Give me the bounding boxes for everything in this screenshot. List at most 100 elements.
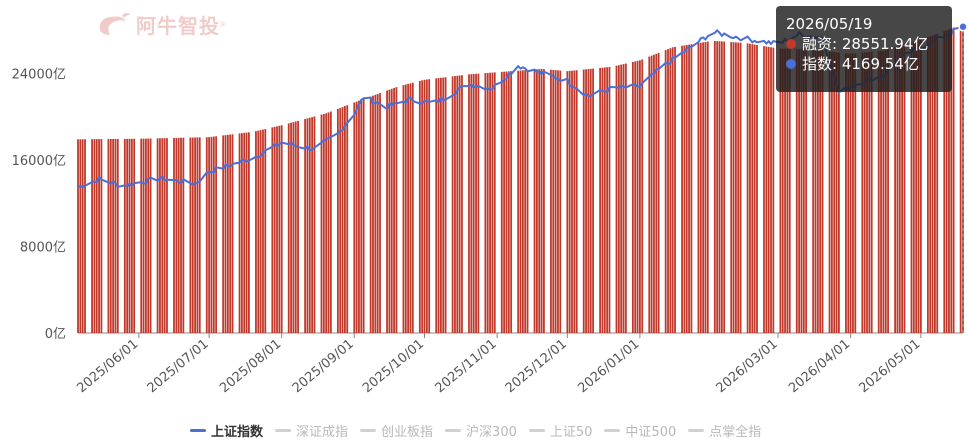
financing-bar xyxy=(128,138,131,333)
financing-bar xyxy=(456,75,459,333)
legend-item-chinext[interactable]: 创业板指 xyxy=(360,421,433,440)
financing-bar xyxy=(126,138,129,333)
financing-bar xyxy=(271,127,274,333)
index-legend: 上证指数 深证成指 创业板指 沪深300 上证50 中证500 点掌全指 xyxy=(190,421,761,440)
legend-label: 点掌全指 xyxy=(709,425,762,440)
financing-bar xyxy=(828,51,831,334)
y-tick-label: 16000亿 xyxy=(12,154,66,169)
tooltip-index-value: 指数: 4169.54亿 xyxy=(802,55,919,73)
legend-item-sse50[interactable]: 上证50 xyxy=(528,421,592,440)
financing-bar xyxy=(720,41,723,333)
financing-bar xyxy=(240,133,243,333)
financing-bar xyxy=(690,44,693,333)
financing-bar xyxy=(180,137,182,333)
financing-bar xyxy=(934,34,936,333)
financing-bar xyxy=(910,42,913,333)
financing-bar xyxy=(784,48,786,333)
financing-bar xyxy=(950,28,953,333)
financing-bar xyxy=(222,135,225,333)
financing-bar xyxy=(215,136,218,333)
financing-bar xyxy=(735,42,737,334)
financing-bar xyxy=(603,67,606,333)
financing-bar xyxy=(833,52,836,334)
financing-bar xyxy=(395,87,398,333)
financing-bar xyxy=(292,122,295,333)
financing-bar xyxy=(915,41,918,334)
financing-bar xyxy=(290,122,292,333)
legend-item-shenzhen[interactable]: 深证成指 xyxy=(275,421,348,440)
financing-bar xyxy=(205,137,208,333)
legend-swatch-icon xyxy=(360,429,377,432)
legend-item-csi300[interactable]: 沪深300 xyxy=(445,421,517,440)
index-hover-dot xyxy=(958,22,968,32)
financing-bar xyxy=(341,107,344,333)
legend-swatch-icon xyxy=(190,429,206,432)
financing-bar xyxy=(339,107,342,333)
financing-bar xyxy=(393,87,395,333)
financing-bar xyxy=(751,44,754,334)
chart-tooltip: 2026/05/19 融资: 28551.94亿 指数: 4169.54亿 xyxy=(776,6,952,92)
financing-bar xyxy=(868,51,871,333)
financing-bar xyxy=(177,137,180,333)
financing-bar xyxy=(854,53,857,334)
legend-item-csi500[interactable]: 中证500 xyxy=(604,421,676,440)
financing-bar xyxy=(847,53,850,334)
financing-bar xyxy=(344,106,346,333)
financing-bar xyxy=(770,47,772,334)
financing-bar xyxy=(568,70,571,333)
index-dot-icon xyxy=(786,59,796,69)
financing-bar xyxy=(845,53,847,334)
financing-bar xyxy=(704,41,707,333)
financing-bar xyxy=(175,137,178,333)
financing-bar xyxy=(505,71,508,334)
financing-bar xyxy=(95,139,98,333)
brand-registered-mark: ® xyxy=(220,20,226,29)
financing-bar xyxy=(919,39,922,334)
financing-bar xyxy=(669,48,672,334)
financing-bar xyxy=(231,134,234,333)
financing-bar xyxy=(606,67,609,333)
financing-bar xyxy=(713,40,716,333)
financing-bars xyxy=(77,24,964,334)
financing-dot-icon xyxy=(786,39,796,49)
x-tick-label: 2025/07/01 xyxy=(145,337,212,397)
legend-item-shanghai[interactable]: 上证指数 xyxy=(190,421,263,440)
financing-bar xyxy=(489,72,491,334)
x-tick-label: 2026/03/01 xyxy=(714,337,781,397)
financing-bar xyxy=(582,69,585,333)
legend-item-all-index[interactable]: 点掌全指 xyxy=(688,421,761,440)
financing-bar xyxy=(145,138,147,333)
financing-bar xyxy=(749,43,751,333)
financing-bar xyxy=(116,138,119,333)
financing-bar xyxy=(418,80,421,334)
financing-bar xyxy=(639,60,641,334)
financing-bar xyxy=(912,41,915,334)
legend-label: 上证指数 xyxy=(211,425,264,440)
financing-bar xyxy=(779,48,782,333)
financing-bar xyxy=(435,78,438,333)
financing-bar xyxy=(517,70,520,334)
financing-bar xyxy=(425,79,428,334)
x-tick-label: 2025/06/01 xyxy=(74,337,141,397)
financing-bar xyxy=(732,42,735,334)
y-axis: 0亿 8000亿 16000亿 24000亿 xyxy=(12,67,66,342)
financing-bar xyxy=(91,139,93,333)
financing-bar xyxy=(587,69,590,333)
financing-bar xyxy=(257,130,260,333)
financing-bar xyxy=(325,113,328,333)
financing-bar xyxy=(503,71,506,333)
financing-bar xyxy=(573,70,576,333)
financing-bar xyxy=(699,42,702,333)
financing-bar xyxy=(763,46,765,333)
x-tick-label: 2025/10/01 xyxy=(360,337,427,397)
financing-bar xyxy=(98,139,100,333)
financing-bar xyxy=(390,88,393,333)
financing-bar xyxy=(835,52,838,333)
x-axis: 2025/06/01 2025/07/01 2025/08/01 2025/09/01… xyxy=(74,333,923,396)
financing-bar xyxy=(287,123,290,333)
financing-bar xyxy=(306,118,309,333)
tooltip-financing-value: 融资: 28551.94亿 xyxy=(802,35,929,53)
financing-bar xyxy=(863,52,866,334)
financing-bar xyxy=(816,50,819,334)
financing-bar xyxy=(297,120,299,333)
